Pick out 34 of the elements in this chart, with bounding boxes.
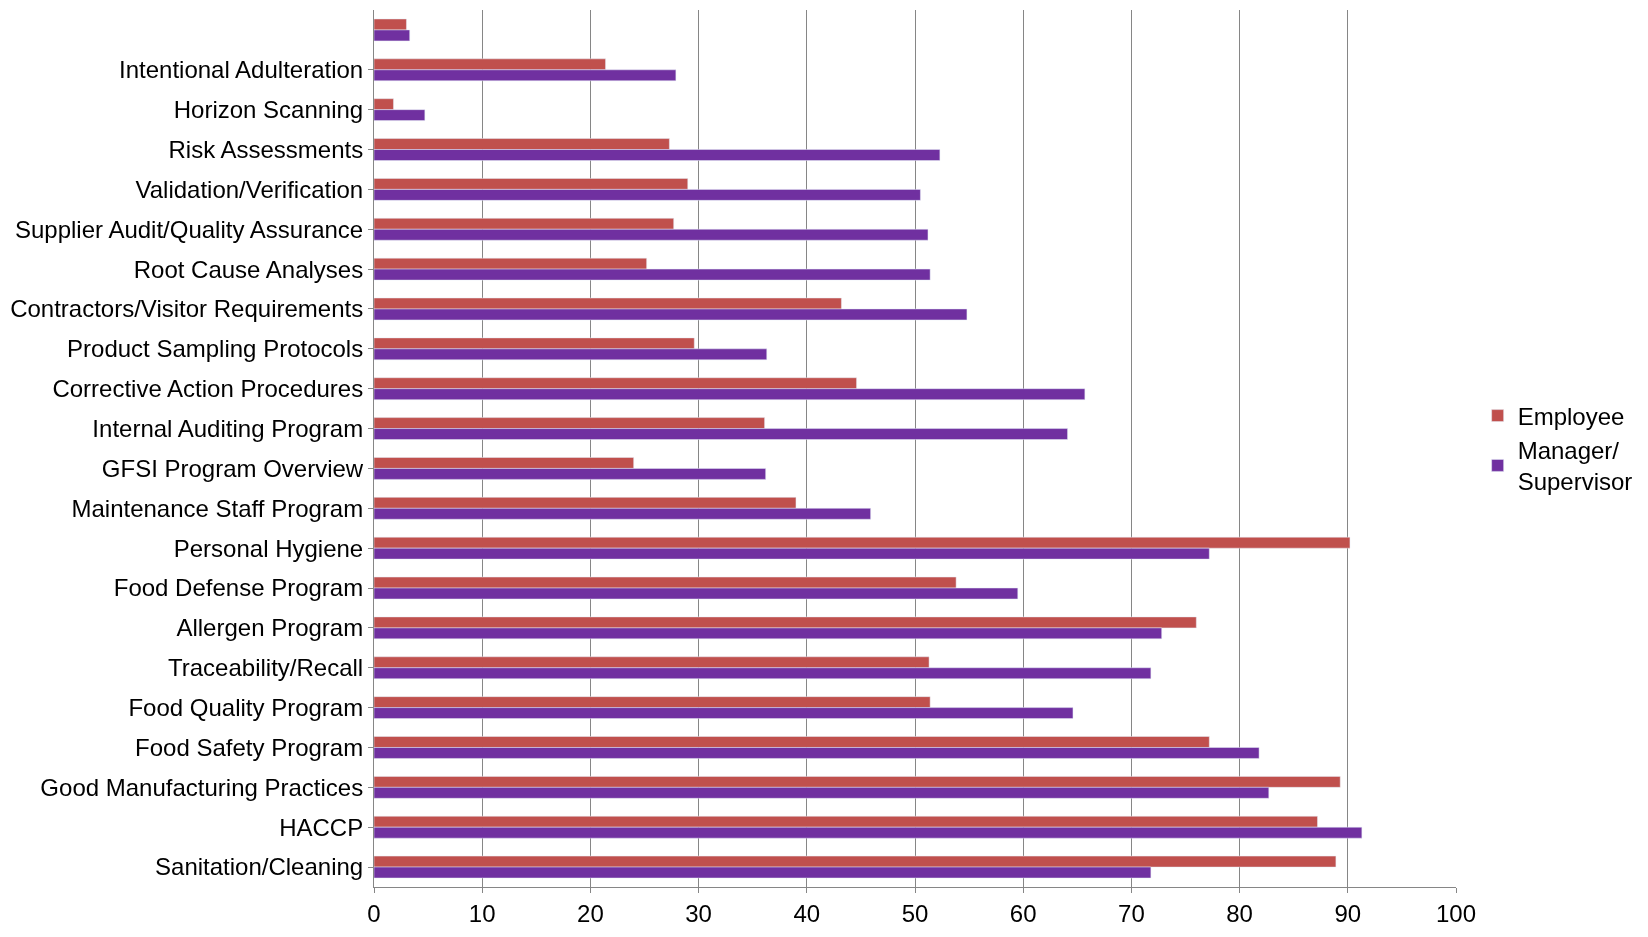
- legend-label: Employee: [1517, 402, 1625, 430]
- x-tick-label: 50: [901, 899, 929, 927]
- x-tick-label: 90: [1334, 899, 1362, 927]
- y-tick-label: Sanitation/Cleaning: [155, 853, 364, 881]
- y-tick-label: Maintenance Staff Program: [71, 494, 364, 522]
- y-tick-label: GFSI Program Overview: [101, 454, 364, 482]
- y-tick-label: Contractors/Visitor Requirements: [10, 295, 364, 323]
- y-tick-label: Supplier Audit/Quality Assurance: [15, 215, 364, 243]
- x-tick-label: 30: [685, 899, 712, 927]
- y-tick-label: Product Sampling Protocols: [67, 335, 364, 363]
- legend-label: Manager/Supervisor: [1517, 437, 1633, 496]
- y-tick-label: Validation/Verification: [135, 175, 364, 203]
- x-tick-label: 10: [468, 899, 496, 927]
- y-tick-label: Internal Auditing Program: [92, 414, 364, 442]
- x-tick-label: 100: [1435, 899, 1477, 927]
- x-tick-label: 0: [367, 899, 381, 927]
- y-tick-label: Traceability/Recall: [168, 654, 364, 682]
- y-tick-label: Root Cause Analyses: [133, 255, 364, 283]
- x-tick-label: 20: [577, 899, 604, 927]
- x-tick-label: 70: [1118, 899, 1145, 927]
- y-tick-label: Food Defense Program: [113, 574, 364, 602]
- y-tick-label: Food Quality Program: [128, 694, 364, 722]
- y-tick-label: Intentional Adulteration: [119, 56, 364, 84]
- y-tick-label: Allergen Program: [176, 614, 364, 642]
- x-tick-label: 60: [1009, 899, 1037, 927]
- y-tick-label: Risk Assessments: [168, 135, 364, 163]
- y-tick-label: Food Safety Program: [135, 733, 364, 761]
- x-tick-label: 40: [793, 899, 821, 927]
- y-tick-label: Good Manufacturing Practices: [40, 773, 364, 801]
- x-tick-label: 80: [1226, 899, 1253, 927]
- y-tick-label: Corrective Action Procedures: [52, 375, 364, 403]
- y-tick-label: Personal Hygiene: [173, 534, 364, 562]
- y-tick-label: HACCP: [279, 813, 364, 841]
- y-tick-label: Horizon Scanning: [173, 96, 364, 124]
